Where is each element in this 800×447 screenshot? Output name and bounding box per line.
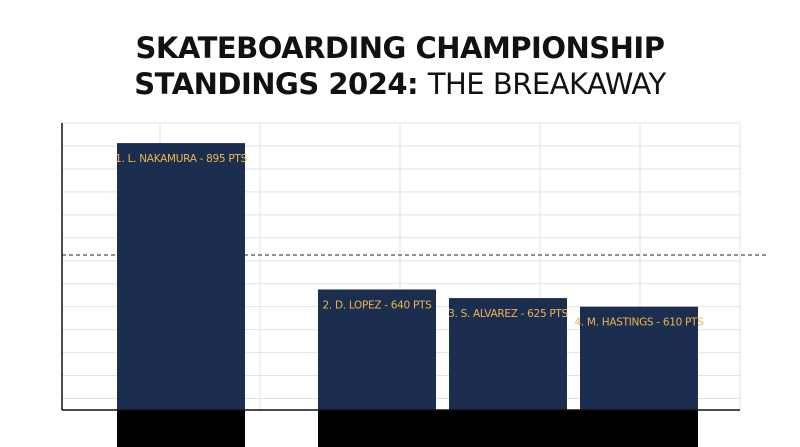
chart-title-line: STANDINGS 2024: THE BREAKAWAY xyxy=(134,67,666,101)
value-label: 2. D. LOPEZ - 640 PTS xyxy=(323,299,433,311)
value-label: 3. S. ALVAREZ - 625 PTS xyxy=(448,308,568,320)
bar xyxy=(318,289,436,410)
bar-base xyxy=(117,410,245,447)
chart-subtitle: THE BREAKAWAY xyxy=(427,67,667,101)
value-label: 1. L. NAKAMURA - 895 PTS xyxy=(115,153,247,165)
bar-base xyxy=(318,410,698,447)
value-label: 4. M. HASTINGS - 610 PTS xyxy=(574,317,704,329)
bar xyxy=(449,298,567,410)
bar xyxy=(117,143,245,410)
bar xyxy=(580,306,698,410)
chart-title: STANDINGS 2024: xyxy=(134,67,418,101)
chart-title: SKATEBOARDING CHAMPIONSHIP xyxy=(136,31,665,65)
